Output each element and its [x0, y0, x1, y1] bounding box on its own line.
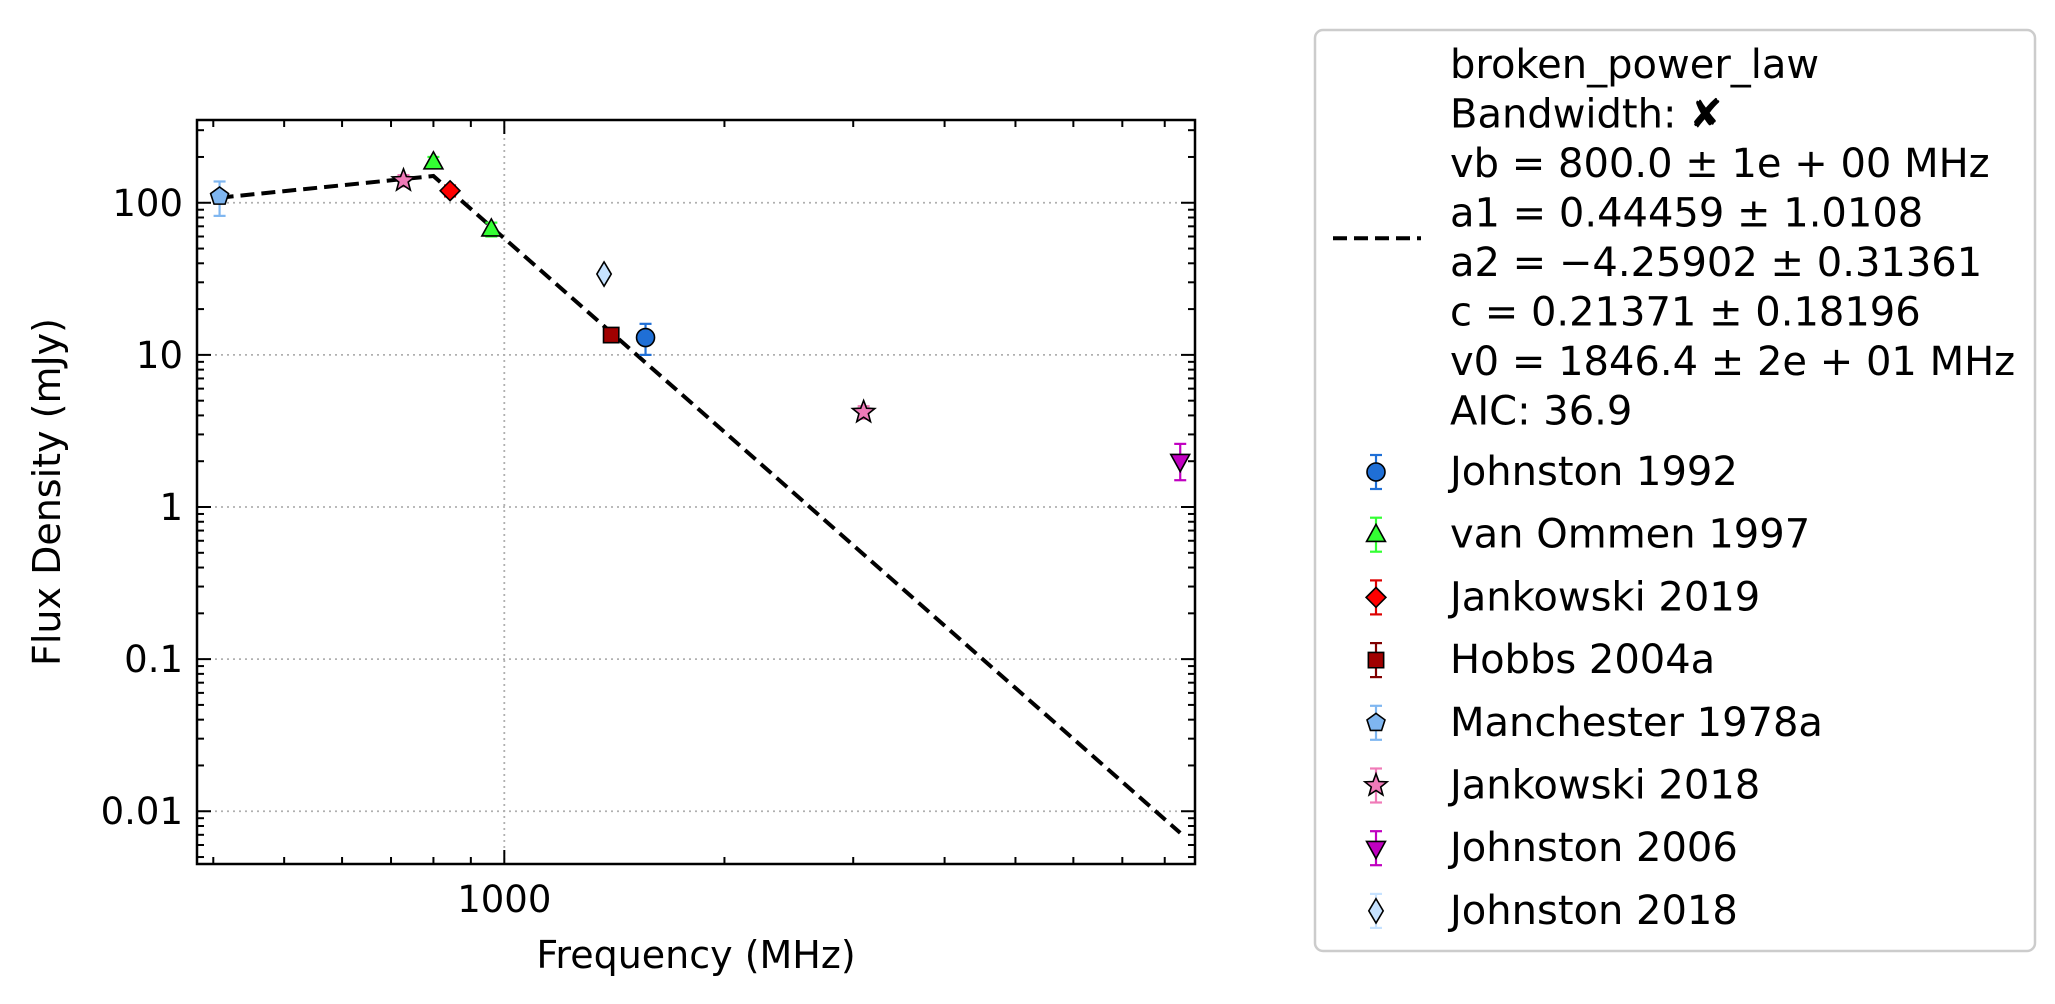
data-point [595, 260, 613, 288]
data-point [480, 217, 503, 238]
data-points [209, 150, 1192, 482]
legend-marker-circle [1366, 462, 1386, 482]
y-tick-label: 0.01 [101, 790, 183, 833]
data-point [602, 326, 620, 344]
legend-label: Johnston 1992 [1447, 449, 1738, 495]
legend-fit-text: c = 0.21371 ± 0.18196 [1450, 290, 1921, 336]
marker-thin-diamond [595, 260, 613, 288]
legend-label: Jankowski 2018 [1447, 763, 1760, 809]
legend-item: Jankowski 2018 [1362, 763, 1760, 809]
legend-fit-text: Bandwidth: ✘ [1450, 92, 1723, 138]
marker-square [602, 326, 620, 344]
data-point [439, 179, 462, 202]
legend-label: Johnston 2018 [1447, 888, 1738, 934]
marker-circle [635, 327, 656, 348]
legend-fit-text: vb = 800.0 ± 1e + 00 MHz [1450, 141, 1990, 187]
legend-marker-triangle-up [1365, 522, 1387, 543]
data-point [422, 150, 445, 170]
legend-marker-triangle-down [1365, 840, 1387, 861]
plot-frame [195, 118, 1197, 866]
grid [197, 120, 1195, 864]
legend-marker-star [1362, 771, 1390, 797]
y-axis-label: Flux Density (mJy) [25, 318, 69, 666]
legend-item: van Ommen 1997 [1365, 512, 1810, 558]
marker-star [850, 398, 877, 424]
legend-marker-diamond [1364, 586, 1388, 609]
marker-star [390, 166, 417, 192]
legend-item: Johnston 2018 [1367, 888, 1738, 934]
legend-fit-text: AIC: 36.9 [1450, 389, 1632, 435]
marker-diamond [439, 179, 462, 202]
marker-triangle-down [1169, 453, 1192, 474]
legend-label: Johnston 2006 [1447, 825, 1738, 871]
data-point [635, 322, 656, 356]
legend-label: Manchester 1978a [1450, 700, 1823, 746]
y-tick-label: 0.1 [124, 638, 183, 681]
legend-label: Hobbs 2004a [1450, 637, 1715, 683]
legend-item: Jankowski 2019 [1364, 574, 1760, 620]
tick-labels: 0.01 0.1 1 10 100 1000 [101, 182, 552, 921]
x-tick-label: 1000 [457, 878, 551, 921]
legend-marker-pentagon [1366, 712, 1386, 732]
y-tick-label: 100 [112, 182, 183, 225]
x-axis-label: Frequency (MHz) [536, 933, 855, 977]
legend-fit-text: v0 = 1846.4 ± 2e + 01 MHz [1450, 339, 2015, 385]
legend-fit-text: broken_power_law [1450, 42, 1819, 88]
data-point [850, 398, 877, 424]
legend-item: Johnston 1992 [1366, 449, 1738, 495]
legend-label: Jankowski 2019 [1447, 574, 1760, 620]
y-tick-label: 1 [159, 486, 183, 529]
fit-line-layer [219, 173, 1182, 835]
legend-item: Manchester 1978a [1366, 700, 1823, 746]
legend-fit-text: a1 = 0.44459 ± 1.0108 [1450, 191, 1923, 237]
legend-item: Johnston 2006 [1365, 825, 1738, 871]
data-point [209, 180, 230, 217]
y-tick-label: 10 [136, 334, 183, 377]
legend-marker-square [1367, 651, 1385, 669]
legend-box [1313, 28, 2037, 953]
marker-triangle-up [422, 150, 445, 170]
marker-triangle-up [480, 217, 503, 237]
axis-ticks [197, 120, 1195, 864]
fit-line [219, 173, 1182, 835]
data-point [1169, 442, 1192, 482]
legend-marker-thin-diamond [1367, 897, 1385, 925]
marker-pentagon [209, 186, 230, 205]
legend-item: Hobbs 2004a [1367, 637, 1715, 683]
legend-fit-text: a2 = −4.25902 ± 0.31361 [1450, 240, 1982, 286]
legend-label: van Ommen 1997 [1450, 512, 1810, 558]
data-point [390, 166, 417, 192]
